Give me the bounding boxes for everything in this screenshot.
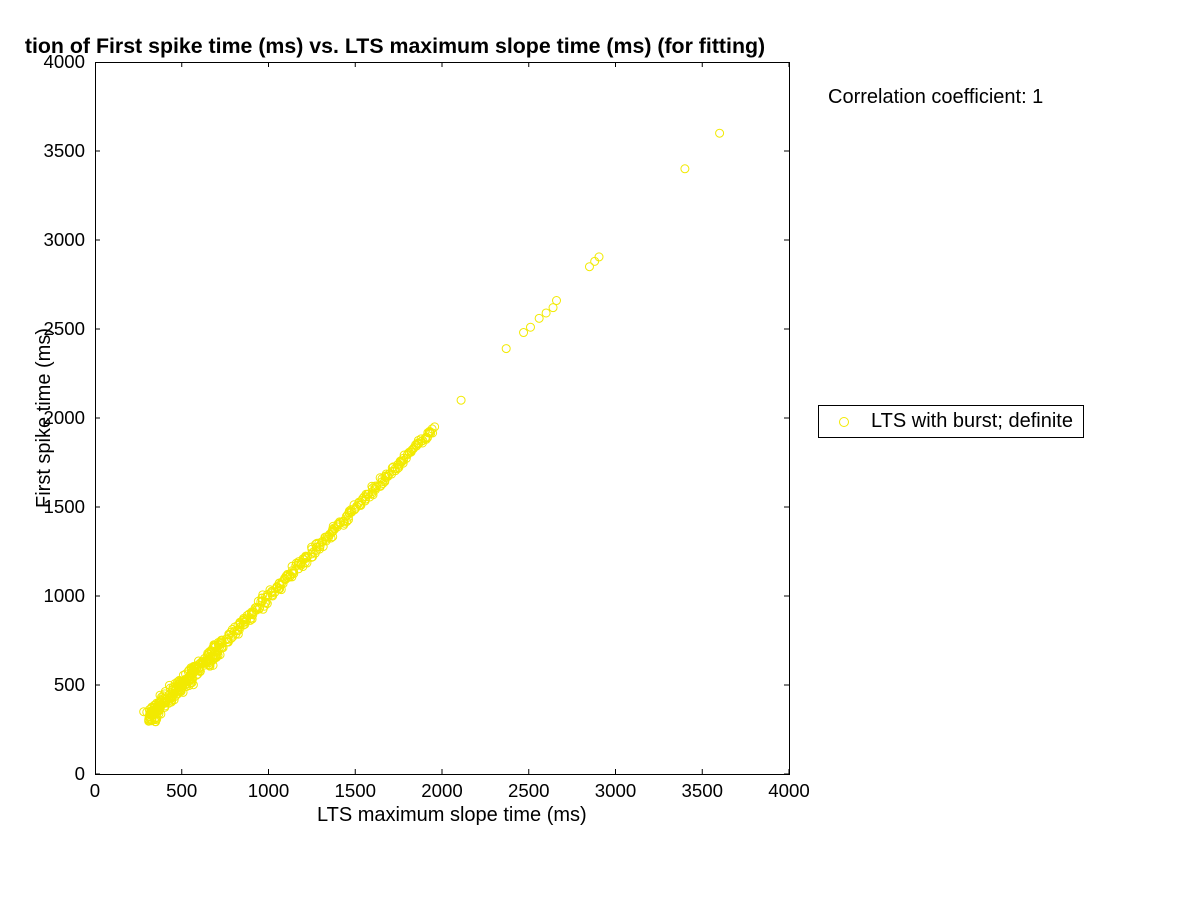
x-axis-label: LTS maximum slope time (ms) <box>317 804 587 827</box>
correlation-annotation: Correlation coefficient: 1 <box>828 86 1043 109</box>
tick-label: 2500 <box>43 318 85 340</box>
tick-label: 3000 <box>43 229 85 251</box>
tick-label: 1500 <box>43 496 85 518</box>
scatter-series <box>140 129 724 726</box>
legend-item-label: LTS with burst; definite <box>871 410 1073 433</box>
plot-area <box>95 62 791 776</box>
tick-label: 3500 <box>681 780 723 802</box>
tick-label: 4000 <box>43 51 85 73</box>
tick-label: 2500 <box>508 780 550 802</box>
legend: LTS with burst; definite <box>818 405 1084 438</box>
tick-label: 500 <box>54 674 85 696</box>
tick-label: 1000 <box>248 780 290 802</box>
tick-label: 1000 <box>43 585 85 607</box>
figure-container: tion of First spike time (ms) vs. LTS ma… <box>0 0 1200 900</box>
tick-label: 2000 <box>43 407 85 429</box>
tick-label: 500 <box>166 780 197 802</box>
tick-label: 4000 <box>768 780 810 802</box>
tick-label: 0 <box>75 763 85 785</box>
tick-label: 3000 <box>595 780 637 802</box>
legend-marker-icon <box>827 415 861 429</box>
tick-label: 3500 <box>43 140 85 162</box>
tick-label: 0 <box>90 780 100 802</box>
tick-label: 1500 <box>334 780 376 802</box>
tick-label: 2000 <box>421 780 463 802</box>
chart-title: tion of First spike time (ms) vs. LTS ma… <box>0 34 790 59</box>
